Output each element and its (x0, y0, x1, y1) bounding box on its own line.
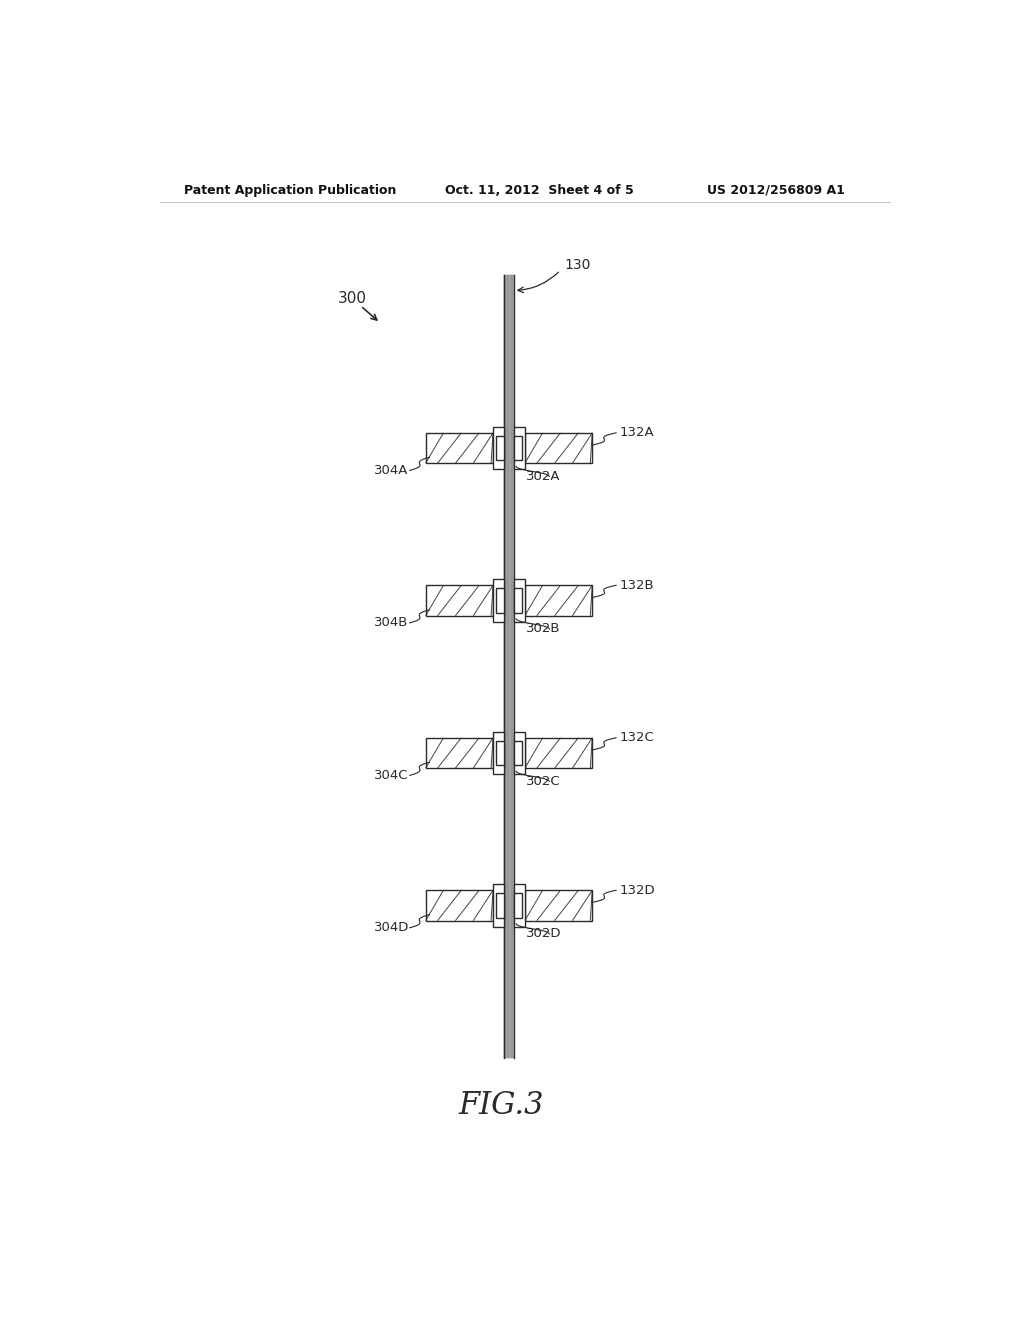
Bar (514, 894, 521, 917)
Bar (426, 433, 494, 463)
Bar (426, 585, 494, 616)
Bar (514, 589, 521, 612)
Bar (524, 890, 592, 921)
Text: FIG.3: FIG.3 (459, 1090, 544, 1121)
Bar (494, 731, 504, 775)
Bar (426, 890, 494, 921)
Bar (426, 738, 494, 768)
Bar (497, 589, 504, 612)
Text: 302A: 302A (525, 470, 560, 483)
Bar (504, 276, 514, 1057)
Bar (494, 579, 504, 622)
Text: 302B: 302B (525, 623, 560, 635)
Bar (514, 741, 521, 766)
Text: 130: 130 (564, 259, 591, 272)
Bar (426, 890, 494, 921)
Text: 304A: 304A (374, 463, 409, 477)
Bar (426, 433, 494, 463)
Text: Oct. 11, 2012  Sheet 4 of 5: Oct. 11, 2012 Sheet 4 of 5 (445, 183, 634, 197)
Text: 304B: 304B (374, 616, 409, 630)
Bar (514, 579, 524, 622)
Bar (426, 738, 494, 768)
Text: 132A: 132A (620, 426, 654, 440)
Bar (514, 436, 521, 461)
Text: 304C: 304C (374, 768, 409, 781)
Text: 302D: 302D (525, 928, 561, 940)
Bar (524, 585, 592, 616)
Text: 132B: 132B (620, 578, 654, 591)
Text: 300: 300 (338, 292, 368, 306)
Bar (524, 585, 592, 616)
Text: US 2012/256809 A1: US 2012/256809 A1 (708, 183, 845, 197)
Bar (494, 426, 504, 470)
Text: 302C: 302C (525, 775, 560, 788)
Text: Patent Application Publication: Patent Application Publication (183, 183, 396, 197)
Bar (514, 884, 524, 927)
Bar (426, 585, 494, 616)
Bar (524, 433, 592, 463)
Bar (497, 436, 504, 461)
Bar (497, 894, 504, 917)
Text: 132D: 132D (620, 883, 655, 896)
Bar (497, 741, 504, 766)
Text: 132C: 132C (620, 731, 654, 744)
Bar (524, 433, 592, 463)
Bar (524, 738, 592, 768)
Bar (524, 738, 592, 768)
Bar (514, 731, 524, 775)
Text: 304D: 304D (374, 921, 410, 935)
Bar (514, 426, 524, 470)
Bar (494, 884, 504, 927)
Bar (524, 890, 592, 921)
